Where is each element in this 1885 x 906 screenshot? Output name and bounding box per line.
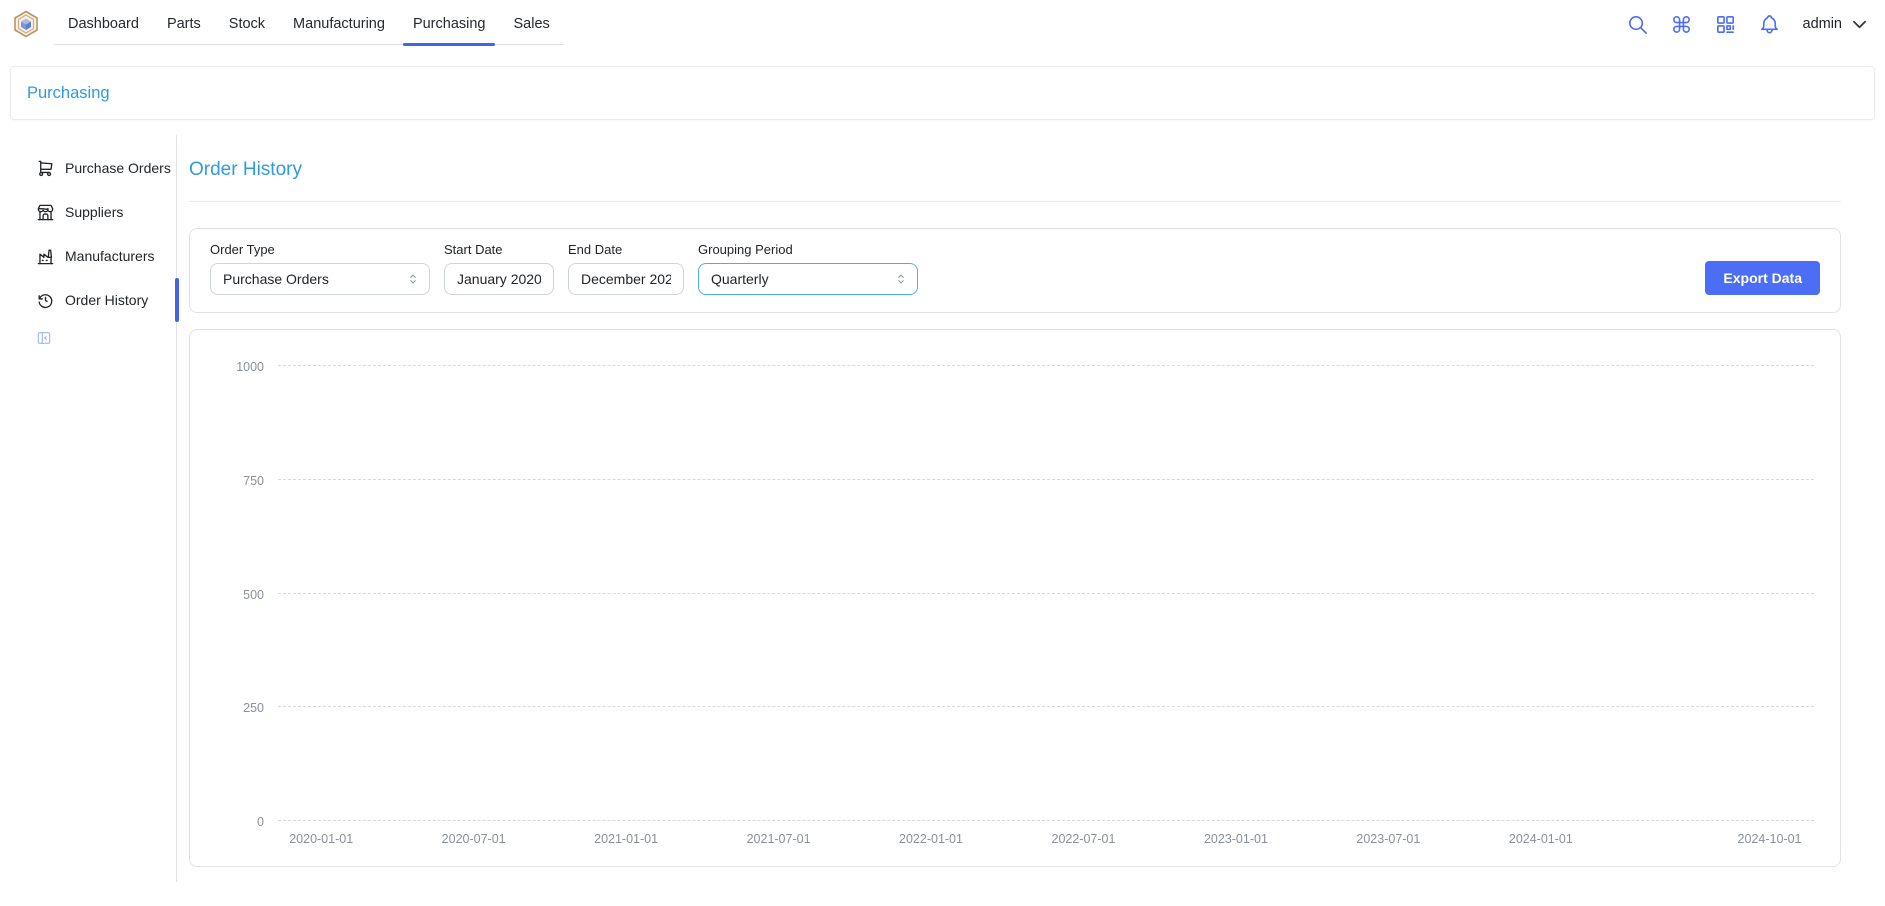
x-axis-tick-label: 2024-10-01 (1737, 832, 1802, 846)
x-axis-tick-label: 2021-01-01 (594, 832, 659, 846)
gridline-y-250 (278, 706, 1814, 708)
user-menu[interactable]: admin (1803, 15, 1870, 34)
order-history-panel: Order History Order Type Purchase Orders… (177, 135, 1885, 882)
end-date-field: End Date (568, 242, 684, 295)
gridline-y-750 (278, 478, 1814, 480)
chevron-down-icon (1853, 20, 1866, 28)
page-title: Order History (189, 159, 302, 180)
export-data-button[interactable]: Export Data (1705, 261, 1820, 295)
sidebar-item-manufacturers[interactable]: Manufacturers (0, 234, 176, 278)
x-axis-tick-label: 2020-01-01 (289, 832, 354, 846)
sidebar-item-order-history[interactable]: Order History (0, 278, 176, 322)
end-date-input[interactable] (568, 263, 684, 295)
tab-sales[interactable]: Sales (513, 16, 550, 32)
gridline-y-1000 (278, 365, 1814, 367)
sidebar-item-suppliers[interactable]: Suppliers (0, 190, 176, 234)
building-store-icon (37, 204, 54, 220)
tab-dashboard[interactable]: Dashboard (68, 16, 139, 32)
y-axis-tick-label: 750 (243, 473, 264, 488)
x-axis-tick-label: 2022-01-01 (899, 832, 963, 846)
breadcrumb[interactable]: Purchasing (27, 83, 110, 102)
order-history-chart: 0 250 500 750 1000 2020-01-01 2020-07-01 2021-0… (189, 329, 1841, 867)
order-type-field: Order Type Purchase Orders (210, 242, 430, 295)
sidebar-item-purchase-orders[interactable]: Purchase Orders (0, 146, 176, 190)
search-icon[interactable] (1621, 7, 1655, 41)
x-axis-tick-label: 2024-01-01 (1508, 832, 1573, 846)
main-nav-tabs: Dashboard Parts Stock Manufacturing Purc… (54, 0, 564, 48)
start-date-input[interactable] (444, 263, 554, 295)
x-axis-tick-label: 2023-07-01 (1356, 832, 1421, 846)
tab-parts[interactable]: Parts (166, 16, 201, 32)
plot-area: 0 250 500 750 1000 2020-01-01 2020-07-01 2021-0… (236, 348, 1814, 846)
title-divider (189, 201, 1841, 202)
username: admin (1802, 16, 1843, 32)
app-logo-icon[interactable] (12, 10, 40, 38)
notifications-bell-icon[interactable] (1753, 7, 1787, 41)
tabs-underline-track (54, 44, 564, 45)
gridline-y-500 (278, 592, 1814, 594)
history-icon (38, 293, 53, 308)
tab-stock[interactable]: Stock (228, 16, 266, 32)
shopping-cart-icon (38, 160, 53, 176)
sidebar-collapse-icon[interactable] (36, 330, 52, 346)
x-axis-tick-label: 2022-07-01 (1051, 832, 1116, 846)
navbar-actions: admin (1621, 7, 1870, 41)
gridline-y-0 (278, 820, 1814, 821)
grouping-period-field: Grouping Period Quarterly (698, 242, 918, 295)
y-axis-tick-label: 250 (243, 701, 264, 716)
y-axis-tick-label: 0 (257, 815, 264, 829)
command-palette-icon[interactable] (1665, 7, 1699, 41)
purchasing-sidebar: Purchase Orders Suppliers Manufacturers … (0, 135, 179, 882)
grouping-period-select[interactable]: Quarterly (698, 263, 918, 295)
factory-icon (37, 248, 54, 264)
start-date-field: Start Date (444, 242, 554, 295)
x-axis-tick-label: 2023-01-01 (1203, 832, 1268, 846)
qrcode-scan-icon[interactable] (1709, 7, 1743, 41)
y-axis-tick-label: 1000 (236, 360, 264, 375)
y-axis-tick-label: 500 (243, 587, 264, 602)
x-axis-tick-label: 2020-07-01 (441, 832, 506, 846)
tab-manufacturing[interactable]: Manufacturing (293, 16, 385, 32)
top-navbar: Dashboard Parts Stock Manufacturing Purc… (0, 0, 1885, 48)
tab-purchasing[interactable]: Purchasing (399, 0, 500, 48)
breadcrumb-panel: Purchasing (10, 66, 1875, 120)
selector-chevrons-icon (410, 274, 416, 284)
selector-chevrons-icon (898, 274, 904, 284)
filter-bar: Order Type Purchase Orders Start Date En… (189, 228, 1841, 313)
sidebar-active-indicator (174, 278, 179, 322)
x-axis-tick-label: 2021-07-01 (746, 832, 811, 846)
order-type-select[interactable]: Purchase Orders (210, 263, 430, 295)
